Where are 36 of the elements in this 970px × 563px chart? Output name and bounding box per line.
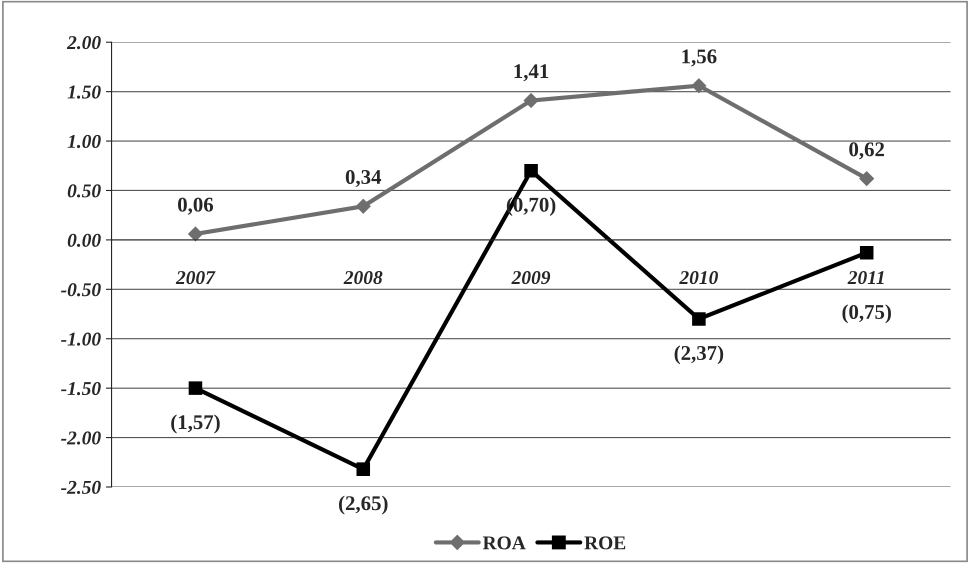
x-tick-label: 2010 <box>679 271 718 284</box>
point <box>188 381 202 395</box>
point <box>356 462 370 476</box>
annotation: (2,65) <box>339 496 388 514</box>
y-tick-label: -2.50 <box>61 480 101 494</box>
y-tick-label: -1.50 <box>61 382 101 396</box>
y-tick-label: 0.00 <box>68 234 101 247</box>
x-tick-label: 2008 <box>344 271 382 284</box>
y-tick-label: -2.00 <box>61 431 101 445</box>
point <box>691 78 706 94</box>
x-tick-label: 2009 <box>511 271 550 284</box>
legend-label: ROE <box>584 536 626 550</box>
y-tick-label: 0.50 <box>68 184 101 198</box>
y-tick-label: 1.00 <box>68 134 101 148</box>
y-tick-label: 2.00 <box>66 36 101 50</box>
x-tick-label: 2007 <box>176 271 216 284</box>
data-label: 0,62 <box>849 142 884 160</box>
y-tick-label: 1.50 <box>68 85 101 99</box>
point <box>524 164 538 178</box>
point <box>524 93 538 108</box>
annotation: (0,75) <box>842 304 891 324</box>
annotation: (1,57) <box>171 414 220 434</box>
y-tick-label: -1.00 <box>61 332 101 346</box>
point <box>859 171 874 186</box>
point <box>356 198 371 214</box>
data-label: 1,56 <box>682 49 717 66</box>
data-label: 1,41 <box>514 64 548 82</box>
annotation: (2,37) <box>674 345 724 364</box>
x-tick-label: 2011 <box>848 271 884 284</box>
y-tick-label: -0.50 <box>61 283 101 296</box>
point <box>692 312 706 326</box>
data-label: 0,34 <box>346 170 382 188</box>
point <box>860 246 874 260</box>
legend-label: ROA <box>482 536 526 550</box>
data-label: 0,06 <box>178 198 214 215</box>
point <box>188 226 203 242</box>
